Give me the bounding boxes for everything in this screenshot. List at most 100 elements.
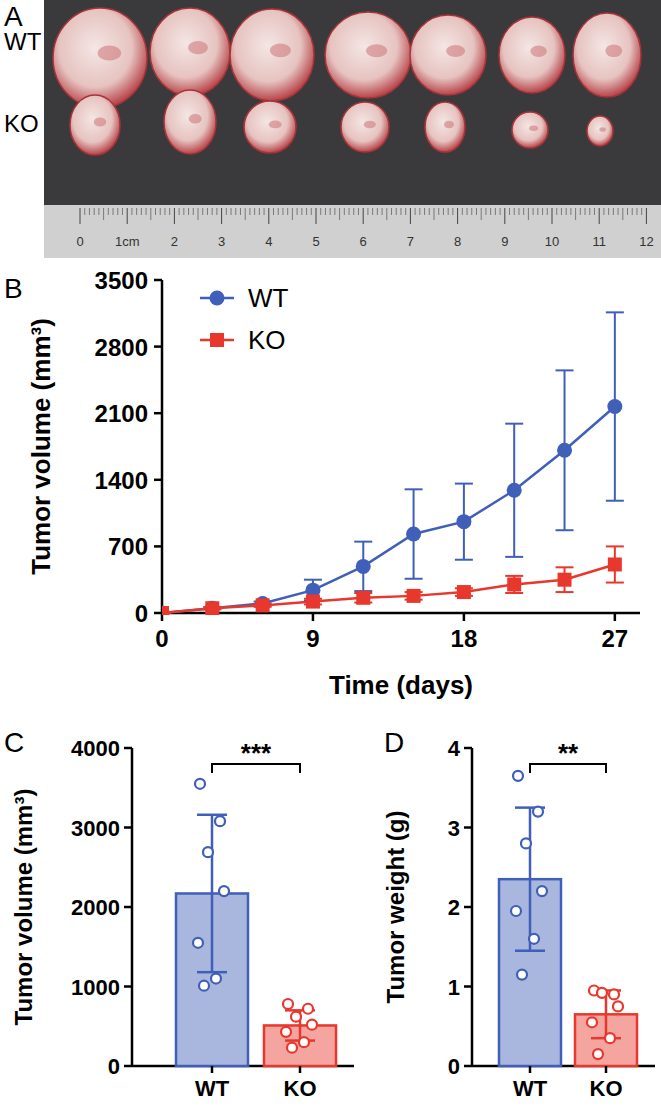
ruler-minor-tick <box>297 208 298 215</box>
tumor-spot <box>444 121 454 129</box>
ruler-minor-tick <box>231 208 232 215</box>
point <box>607 399 622 414</box>
legend-marker <box>210 333 224 347</box>
ruler-minor-tick <box>94 208 95 215</box>
point <box>406 527 421 542</box>
plot-area <box>162 312 624 615</box>
ruler-minor-tick <box>113 208 114 215</box>
data-point <box>307 1020 317 1030</box>
ruler-label: 5 <box>312 234 319 249</box>
data-point <box>303 1004 313 1014</box>
ruler-minor-tick <box>580 208 581 215</box>
ruler-minor-tick <box>212 208 213 215</box>
ruler-minor-tick <box>495 208 496 215</box>
ruler-label: 9 <box>501 234 508 249</box>
error-bar-cap <box>606 311 624 313</box>
data-point <box>195 779 205 789</box>
ruler-minor-tick <box>566 208 567 215</box>
ruler-minor-tick <box>405 208 406 215</box>
ruler-minor-tick <box>287 208 288 215</box>
ruler-minor-tick <box>500 208 501 215</box>
ruler-label: 4 <box>265 234 272 249</box>
ruler-minor-tick <box>613 208 614 215</box>
ruler-minor-tick <box>344 208 345 215</box>
tumor-spot <box>94 118 107 127</box>
ruler-minor-tick <box>481 208 482 220</box>
y-tick <box>464 826 472 829</box>
error-bar-line <box>529 808 532 951</box>
x-tick-label: 0 <box>155 625 168 652</box>
ruler-minor-tick <box>367 208 368 215</box>
ruler-minor-tick <box>117 208 118 215</box>
y-tick-label: 3500 <box>95 267 148 294</box>
error-bar-cap <box>556 529 574 531</box>
panel-label: C <box>4 727 24 758</box>
tumor <box>230 9 314 101</box>
y-tick-label: 2 <box>448 895 460 920</box>
y-tick <box>154 279 162 282</box>
ruler-minor-tick <box>339 208 340 220</box>
ruler-minor-tick <box>264 208 265 215</box>
point <box>356 591 370 605</box>
y-tick-label: 0 <box>108 1054 120 1079</box>
y-axis-title: Tumor volume (mm³) <box>26 318 56 575</box>
x-tick <box>211 1066 214 1073</box>
error-bar-cap <box>304 579 322 581</box>
ruler-tick <box>410 208 411 224</box>
ruler-tick <box>646 208 647 224</box>
ruler-tick <box>80 208 81 224</box>
ruler-minor-tick <box>396 208 397 215</box>
point <box>205 601 219 615</box>
y-tick <box>154 412 162 415</box>
ruler-minor-tick <box>603 208 604 215</box>
ruler-minor-tick <box>98 208 99 215</box>
ruler-minor-tick <box>438 208 439 215</box>
data-point <box>283 999 293 1009</box>
tumor-spot <box>270 44 291 58</box>
figure: AWTKO01cm23456789101112B0700140021002800… <box>0 0 661 1112</box>
error-bar-cap <box>197 971 227 974</box>
y-tick <box>154 545 162 548</box>
y-tick-label: 1 <box>448 975 460 1000</box>
ruler-label: 11 <box>592 234 606 249</box>
ruler-tick <box>504 208 505 224</box>
ruler-minor-tick <box>216 208 217 215</box>
data-point <box>287 1043 297 1053</box>
error-bar <box>606 312 624 500</box>
ruler-minor-tick <box>207 208 208 215</box>
y-tick-label: 4000 <box>71 736 120 761</box>
y-tick <box>124 985 132 988</box>
x-tick-label: KO <box>284 1076 317 1101</box>
error-bar-cap <box>505 592 523 594</box>
x-tick <box>463 613 466 621</box>
legend-label: WT <box>248 283 289 313</box>
row-label: WT <box>4 28 42 55</box>
ruler-tick <box>127 208 128 224</box>
tumor <box>70 95 120 155</box>
y-tick-label: 700 <box>108 533 148 560</box>
ruler-minor-tick <box>377 208 378 215</box>
ruler-label: 12 <box>639 234 653 249</box>
ruler-label: 3 <box>218 234 225 249</box>
y-tick-label: 2800 <box>95 334 148 361</box>
series-line <box>162 564 615 613</box>
ruler-tick <box>268 208 269 224</box>
ruler-minor-tick <box>235 208 236 215</box>
ruler-minor-tick <box>306 208 307 215</box>
ruler-minor-tick <box>467 208 468 215</box>
error-bar-cap <box>556 369 574 371</box>
ruler-minor-tick <box>523 208 524 215</box>
legend-label: KO <box>248 325 286 355</box>
ruler-label: 6 <box>360 234 367 249</box>
data-point <box>203 847 213 857</box>
ruler-minor-tick <box>160 208 161 215</box>
tumor-spot <box>605 45 622 58</box>
ruler-minor-tick <box>108 208 109 215</box>
ruler-minor-tick <box>334 208 335 215</box>
tumor <box>325 12 411 98</box>
point <box>456 514 471 529</box>
ruler-minor-tick <box>183 208 184 215</box>
y-tick-label: 0 <box>135 600 148 627</box>
ruler-minor-tick <box>382 208 383 215</box>
significance-label: ** <box>558 738 579 768</box>
